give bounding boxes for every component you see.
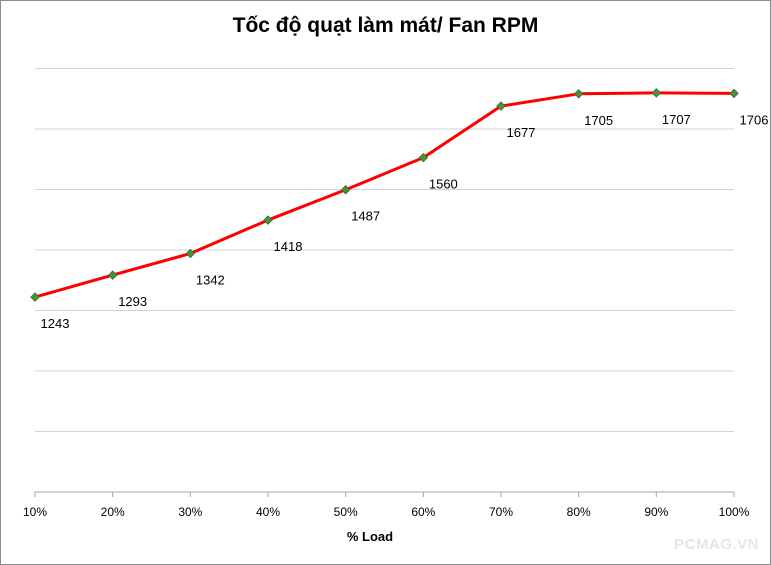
x-tick-label: 70% (489, 505, 513, 519)
data-label: 1706 (740, 112, 769, 127)
data-label: 1243 (41, 316, 70, 331)
data-point-marker (30, 292, 40, 302)
x-tick-label: 90% (644, 505, 668, 519)
data-point-marker (651, 88, 662, 98)
x-tick-label: 50% (334, 505, 358, 519)
x-tick-label: 100% (719, 505, 750, 519)
series-line (34, 91, 735, 299)
data-point-marker (185, 248, 196, 259)
x-axis: 10% 20% 30% 40% 50% 60% 70% 80% 90% 100% (23, 491, 750, 519)
data-label: 1677 (507, 125, 536, 140)
data-point-marker (573, 89, 584, 99)
data-label: 1705 (584, 113, 613, 128)
data-label: 1293 (118, 294, 147, 309)
x-axis-title: % Load (346, 529, 394, 544)
x-tick-label: 60% (411, 505, 435, 519)
data-label: 1560 (429, 177, 458, 192)
fan-rpm-series (30, 88, 739, 302)
gridlines (35, 68, 734, 432)
data-point-marker (340, 184, 351, 195)
chart-title: Tốc độ quạt làm mát/ Fan RPM (232, 14, 539, 37)
x-tick-label: 20% (101, 505, 125, 519)
x-tick-label: 80% (567, 505, 591, 519)
data-point-marker (107, 270, 118, 280)
data-point-marker (263, 215, 273, 225)
data-point-marker (729, 88, 739, 99)
data-label: 1418 (274, 239, 303, 254)
data-labels: 1243 1293 1342 1418 1487 1560 1677 1705 1707 1706 (41, 112, 769, 331)
data-label: 1342 (196, 273, 225, 288)
x-tick-label: 10% (23, 505, 47, 519)
data-label: 1487 (351, 209, 380, 224)
watermark: PCMAG.VN (674, 536, 759, 553)
x-tick-label: 30% (178, 505, 202, 519)
data-point-marker (418, 152, 429, 163)
data-label: 1707 (662, 112, 691, 127)
data-point-marker (496, 101, 506, 111)
x-tick-label: 40% (256, 505, 280, 519)
